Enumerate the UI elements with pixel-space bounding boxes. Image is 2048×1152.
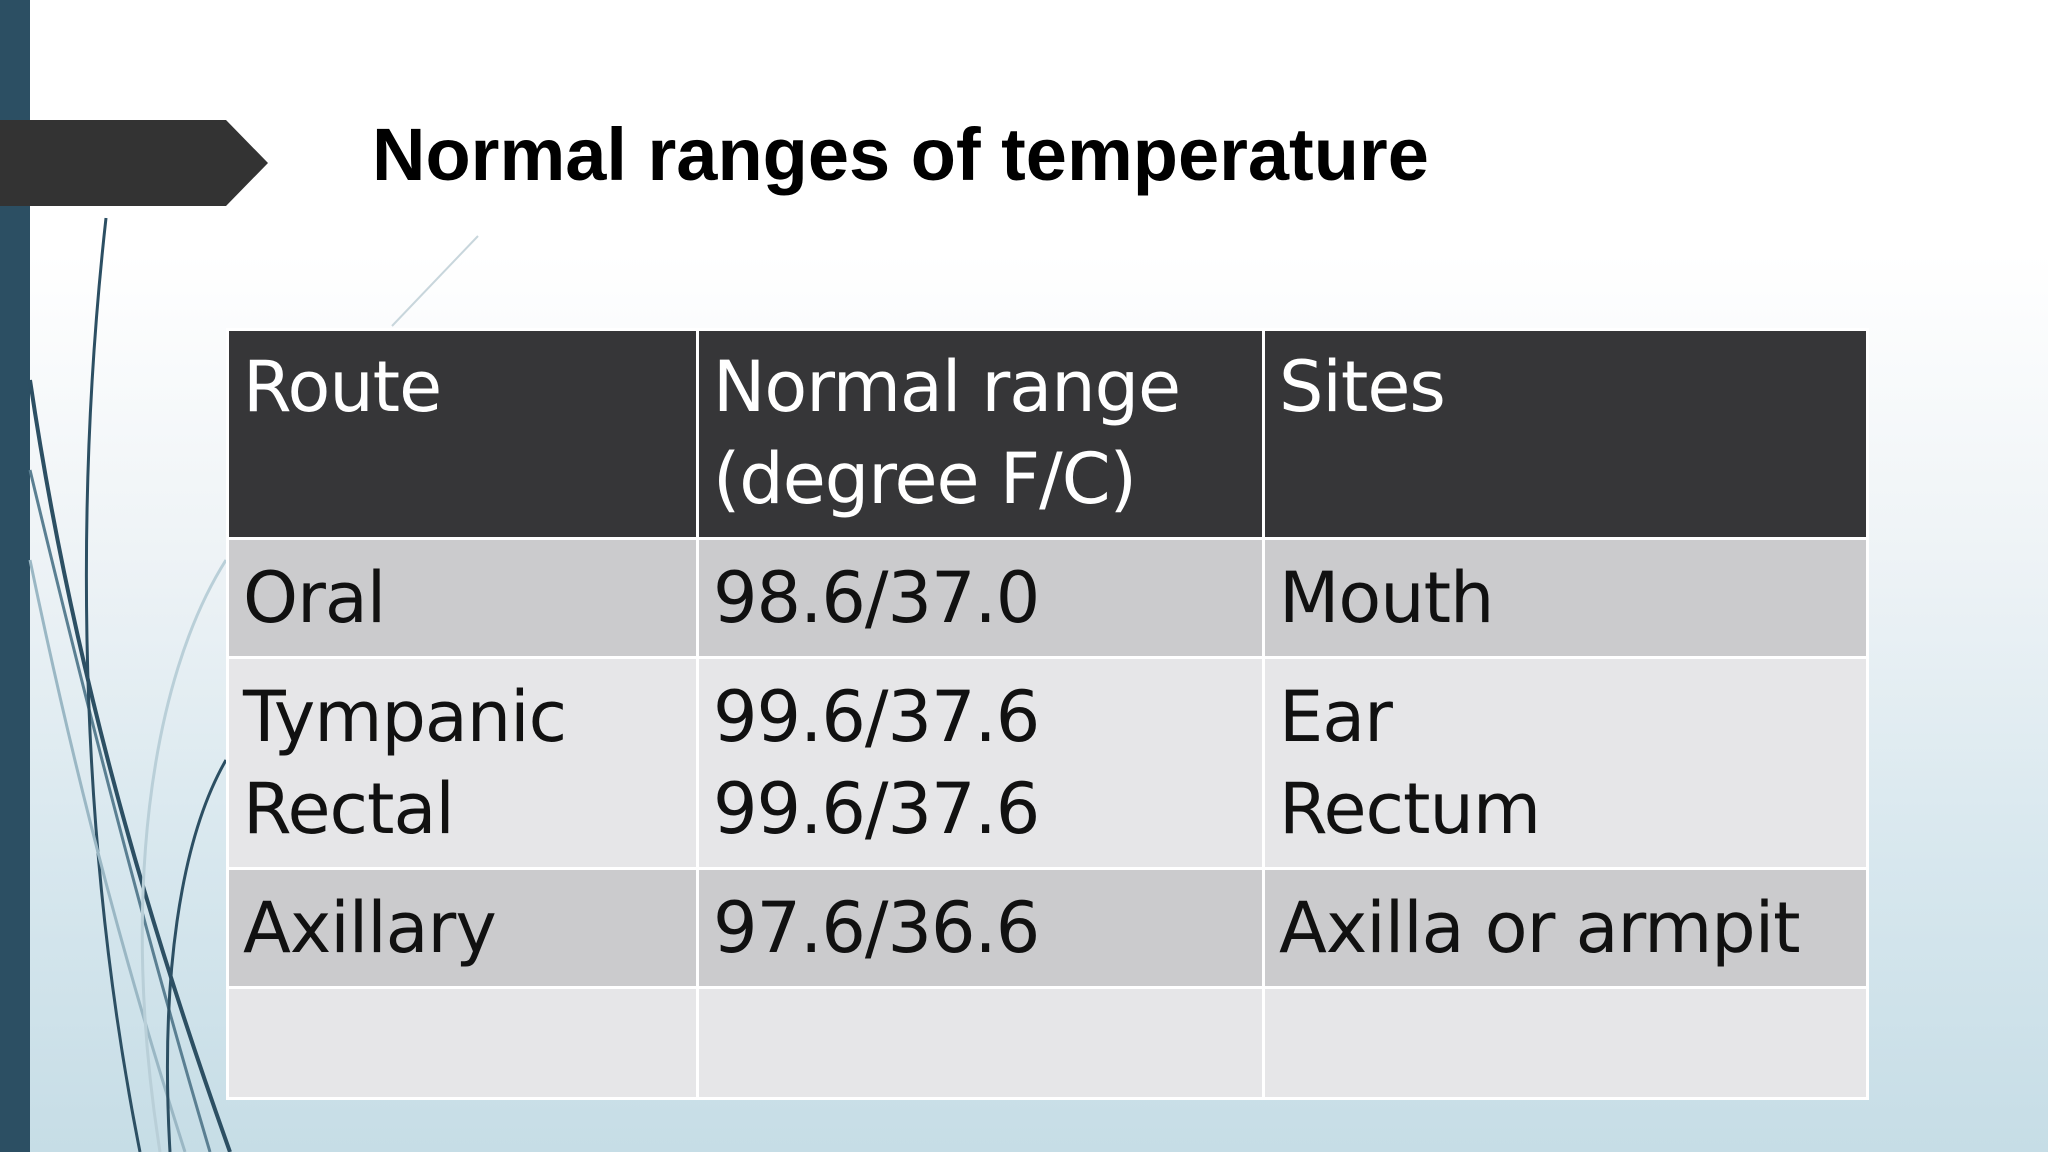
title-arrow-tab: [0, 120, 268, 206]
range-cell: 97.6/36.6: [696, 867, 1265, 989]
range-cell: 99.6/37.6 99.6/37.6: [696, 656, 1265, 870]
route-text: Tympanic: [243, 676, 567, 758]
temperature-table: Route Normal range (degree F/C) Sites Or…: [226, 328, 1869, 1100]
empty-table-row: [226, 986, 1869, 1100]
empty-cell: [226, 986, 699, 1100]
site-cell: Mouth: [1262, 537, 1869, 659]
page-title: Normal ranges of temperature: [372, 113, 1429, 196]
table-header-row: Route Normal range (degree F/C) Sites: [226, 328, 1869, 540]
header-range-line1: Normal range: [713, 346, 1181, 428]
empty-cell: [1262, 986, 1869, 1100]
empty-cell: [696, 986, 1265, 1100]
route-cell: Tympanic Rectal: [226, 656, 699, 870]
route-text: Rectal: [243, 768, 455, 850]
range-text: 99.6/37.6: [713, 676, 1040, 758]
range-text: 99.6/37.6: [713, 768, 1040, 850]
table-row: Axillary 97.6/36.6 Axilla or armpit: [226, 867, 1869, 989]
header-normal-range: Normal range (degree F/C): [696, 328, 1265, 540]
header-route: Route: [226, 328, 699, 540]
site-cell: Axilla or armpit: [1262, 867, 1869, 989]
site-text: Rectum: [1279, 768, 1541, 850]
site-text: Ear: [1279, 676, 1393, 758]
header-sites: Sites: [1262, 328, 1869, 540]
route-cell: Oral: [226, 537, 699, 659]
table-row: Oral 98.6/37.0 Mouth: [226, 537, 1869, 659]
route-cell: Axillary: [226, 867, 699, 989]
range-cell: 98.6/37.0: [696, 537, 1265, 659]
header-range-line2: (degree F/C): [713, 438, 1137, 520]
table-row: Tympanic Rectal 99.6/37.6 99.6/37.6 Ear …: [226, 656, 1869, 870]
site-cell: Ear Rectum: [1262, 656, 1869, 870]
